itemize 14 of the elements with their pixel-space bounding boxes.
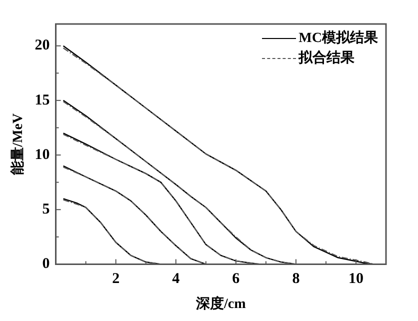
y-tick-label: 5 xyxy=(42,201,50,218)
legend-label: 拟合结果 xyxy=(298,49,355,67)
x-tick-label: 10 xyxy=(348,271,364,288)
y-tick-label: 20 xyxy=(34,38,50,54)
x-tick-label: 2 xyxy=(112,271,120,288)
y-tick-label: 10 xyxy=(34,146,50,163)
x-tick-label: 8 xyxy=(292,271,300,288)
x-tick-label: 4 xyxy=(172,271,180,288)
y-tick-label: 0 xyxy=(42,256,50,272)
x-tick-label: 6 xyxy=(232,271,240,288)
y-tick-label: 15 xyxy=(34,92,50,108)
y-axis-title: 能量/MeV xyxy=(10,113,26,175)
legend-label: MC模拟结果 xyxy=(298,29,378,47)
x-axis-title: 深度/cm xyxy=(195,295,246,312)
